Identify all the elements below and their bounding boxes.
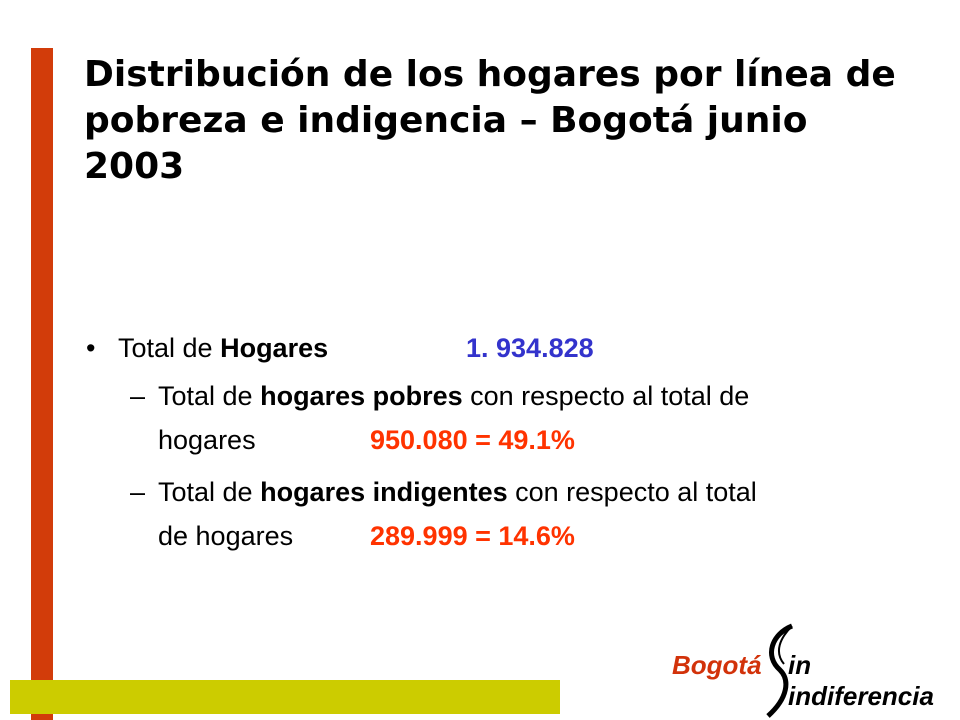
dash-marker: – xyxy=(130,477,146,507)
logo-word-sin-indiferencia: in indiferencia xyxy=(788,650,934,711)
sub2-suffix: con respecto al total xyxy=(507,477,757,507)
sub1-line1: Total de hogares pobres con respecto al … xyxy=(158,374,886,418)
dash-marker: – xyxy=(130,381,146,411)
sub-bullet-hogares-pobres: – Total de hogares pobres con respecto a… xyxy=(86,374,886,462)
bottom-accent-bar xyxy=(10,680,560,714)
hogares-pobres-value: 950.080 = 49.1% xyxy=(370,425,575,455)
slide-body: • Total de Hogares 1. 934.828 – Total de… xyxy=(86,330,886,558)
sub2-line1: Total de hogares indigentes con respecto… xyxy=(158,470,886,514)
sub2-bold: hogares indigentes xyxy=(260,477,508,507)
bullet-total-hogares: • Total de Hogares 1. 934.828 xyxy=(86,330,886,366)
sub1-line2: hogares 950.080 = 49.1% xyxy=(158,418,886,462)
logo-word-bogota: Bogotá xyxy=(672,650,762,680)
sub-bullet-hogares-indigentes: – Total de hogares indigentes con respec… xyxy=(86,470,886,558)
sub2-line2: de hogares 289.999 = 14.6% xyxy=(158,514,886,558)
sub1-line2-text: hogares xyxy=(158,425,256,455)
hogares-indigentes-value: 289.999 = 14.6% xyxy=(370,521,575,551)
sub1-suffix: con respecto al total de xyxy=(462,381,750,411)
total-hogares-value: 1. 934.828 xyxy=(466,333,594,363)
sub1-prefix: Total de xyxy=(158,381,261,411)
sub2-prefix: Total de xyxy=(158,477,261,507)
sub2-line2-text: de hogares xyxy=(158,521,294,551)
slide-title: Distribución de los hogares por línea de… xyxy=(84,54,896,187)
logo-s-swoosh-icon xyxy=(766,623,794,718)
bullet-dot: • xyxy=(86,333,96,363)
bullet-prefix: Total de xyxy=(118,333,221,363)
left-accent-bar xyxy=(31,48,53,720)
bogota-sin-indiferencia-logo: Bogotá in indiferencia xyxy=(670,620,940,720)
bullet-bold: Hogares xyxy=(220,333,329,363)
sub1-bold: hogares pobres xyxy=(260,381,463,411)
